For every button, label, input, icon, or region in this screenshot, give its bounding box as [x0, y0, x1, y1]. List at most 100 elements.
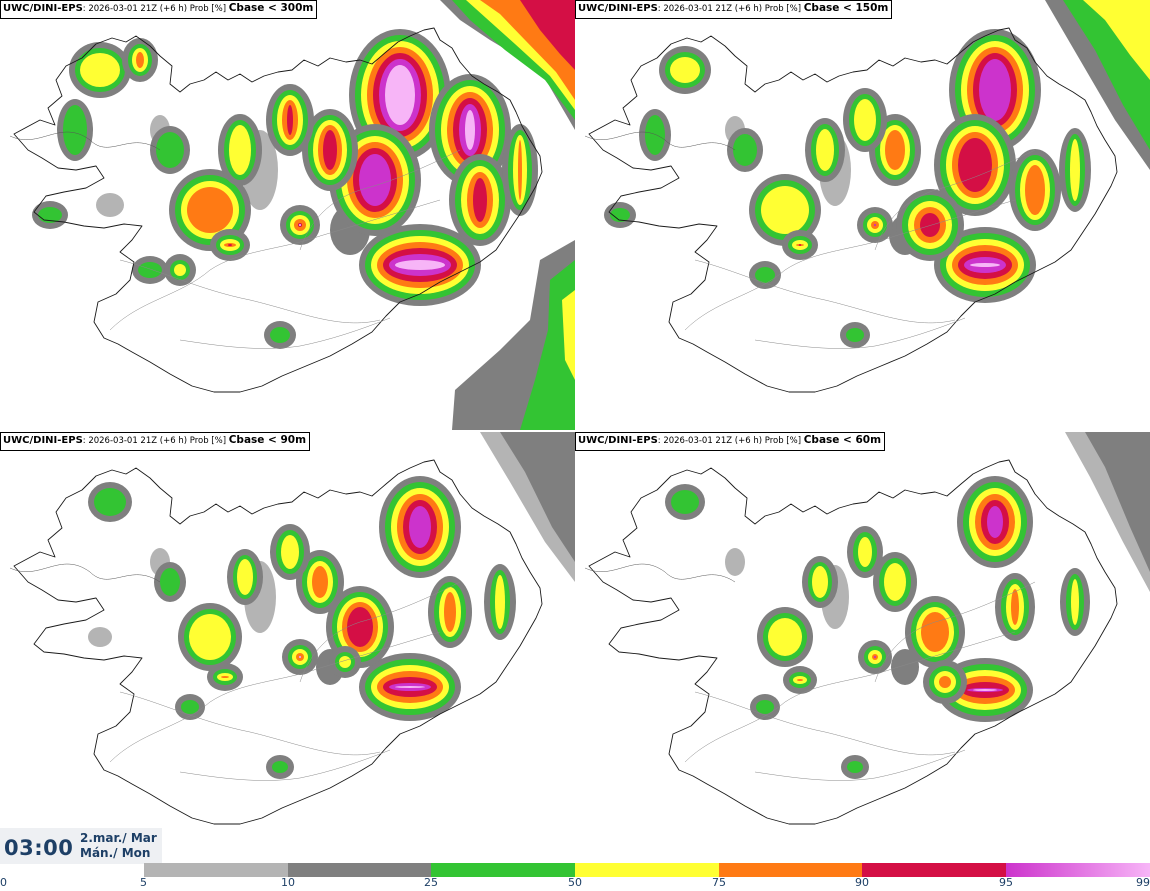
road-line: [179, 317, 391, 349]
probability-cell: [138, 262, 162, 278]
probability-cell: [846, 328, 864, 342]
probability-cell: [299, 224, 301, 226]
probability-cell: [270, 327, 290, 343]
probability-cell: [939, 676, 951, 688]
colorbar-tick: 95: [999, 876, 1013, 889]
coastline: [588, 27, 1118, 393]
probability-cell: [874, 656, 876, 658]
colorbar-segment-90-95: [862, 863, 1006, 877]
map-canvas: [9, 0, 575, 430]
road-line: [299, 581, 461, 683]
road-line: [754, 749, 966, 781]
colorbar-tick: 50: [568, 876, 582, 889]
coastline: [588, 459, 1118, 825]
probability-cell: [339, 656, 351, 668]
colorbar-tick: 90: [855, 876, 869, 889]
probability-cell: [671, 490, 699, 514]
probability-cell: [847, 761, 863, 773]
probability-cell: [237, 559, 253, 595]
map-canvas: [584, 0, 1150, 393]
probability-cell: [1071, 579, 1079, 625]
road-line: [179, 749, 391, 781]
road-line: [299, 149, 461, 251]
probability-cell: [395, 260, 445, 270]
probability-cell: [94, 488, 126, 516]
probability-cell: [891, 649, 919, 685]
probability-cell: [885, 130, 905, 170]
probability-cell: [312, 566, 328, 598]
probability-cell: [96, 193, 124, 217]
road-line: [874, 581, 1036, 683]
probability-cell: [281, 535, 299, 569]
probability-cell: [812, 566, 828, 598]
road-line: [754, 317, 966, 349]
probability-cell: [921, 612, 949, 652]
probability-cell: [874, 224, 876, 226]
road-line: [694, 691, 956, 756]
probability-cell: [1025, 165, 1045, 215]
probability-cell: [189, 614, 231, 660]
coastline-detail: [9, 131, 161, 151]
probability-cell: [63, 105, 87, 155]
panel-title: UWC/DINI-EPS: 2026-03-01 21Z (+6 h) Prob…: [575, 432, 886, 451]
probability-cell: [174, 264, 186, 276]
coastline: [13, 459, 543, 825]
probability-cell: [645, 115, 665, 155]
valid-date-line1: 2.mar./ Mar: [80, 831, 157, 845]
probability-cell: [854, 99, 876, 141]
ocean-probability-area: [562, 290, 575, 380]
map-panel-300m: UWC/DINI-EPS: 2026-03-01 21Z (+6 h) Prob…: [0, 0, 575, 430]
probability-cell: [395, 686, 425, 688]
probability-cell: [768, 618, 802, 656]
map-panel-60m: UWC/DINI-EPS: 2026-03-01 21Z (+6 h) Prob…: [575, 432, 1150, 862]
probability-cell: [385, 65, 415, 125]
road-line: [119, 691, 381, 756]
panel-title: UWC/DINI-EPS: 2026-03-01 21Z (+6 h) Prob…: [0, 432, 311, 451]
probability-cell: [347, 607, 373, 647]
probability-cell: [228, 244, 232, 246]
probability-cell: [323, 130, 337, 170]
probability-cell: [181, 700, 199, 714]
colorbar-tick: 10: [281, 876, 295, 889]
colorbar-tick: 0: [0, 876, 7, 889]
valid-time-box: [0, 828, 162, 864]
road-line: [109, 199, 441, 331]
probability-cell: [221, 676, 229, 678]
probability-cell: [38, 207, 62, 223]
coastline: [13, 27, 543, 393]
probability-cell: [610, 208, 630, 222]
probability-cell: [409, 506, 431, 548]
probability-cell: [725, 548, 745, 576]
probability-cell: [473, 178, 487, 222]
probability-cell: [160, 568, 180, 596]
probability-cell: [884, 563, 906, 601]
colorbar-segment-25-50: [431, 863, 575, 877]
colorbar-segment-50-75: [575, 863, 719, 877]
probability-cell: [287, 105, 293, 135]
probability-cell: [518, 140, 522, 200]
probability-cell: [858, 537, 872, 567]
road-line: [684, 199, 1016, 331]
colorbar-tick: 75: [712, 876, 726, 889]
valid-time-clock: 03:00: [4, 836, 74, 860]
probability-cell: [755, 267, 775, 283]
ocean-probability-area: [520, 260, 575, 430]
road-line: [119, 259, 381, 324]
road-line: [694, 259, 956, 324]
ocean-probability-area: [1085, 432, 1150, 572]
probability-cell: [733, 134, 757, 166]
colorbar-segment-75-90: [719, 863, 862, 877]
road-line: [109, 631, 441, 763]
probability-cell: [187, 187, 233, 233]
probability-cell: [958, 138, 992, 192]
panel-title: UWC/DINI-EPS: 2026-03-01 21Z (+6 h) Prob…: [575, 0, 893, 19]
probability-cell: [495, 575, 505, 629]
coastline-detail: [584, 563, 736, 583]
probability-cell: [799, 244, 801, 246]
probability-cell: [1070, 139, 1080, 201]
ocean-probability-area: [1083, 0, 1150, 80]
coastline-detail: [9, 563, 161, 583]
probability-cell: [272, 761, 288, 773]
coastline-detail: [584, 131, 736, 151]
map-canvas: [9, 432, 575, 825]
